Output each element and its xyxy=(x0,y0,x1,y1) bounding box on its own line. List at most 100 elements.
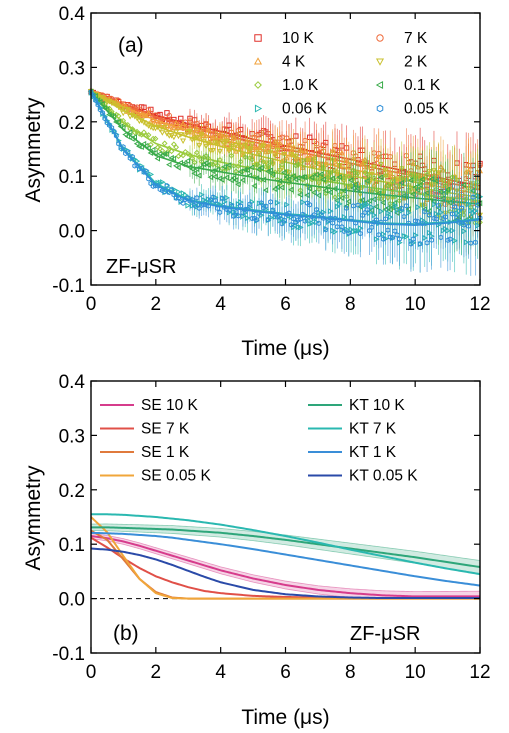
data-point xyxy=(185,202,191,209)
data-point xyxy=(288,186,294,193)
data-point xyxy=(423,189,430,196)
data-point xyxy=(380,199,386,206)
x-tick-label: 6 xyxy=(280,294,291,315)
data-point xyxy=(294,174,301,181)
data-point xyxy=(394,176,401,182)
data-point xyxy=(301,174,308,181)
data-point xyxy=(241,166,248,173)
data-point xyxy=(272,153,279,159)
y-tick-label: 0.3 xyxy=(59,426,85,447)
data-point xyxy=(212,173,218,180)
legend-marker xyxy=(254,34,262,42)
data-point xyxy=(263,203,269,209)
legend-label: SE 7 K xyxy=(141,421,190,438)
data-point xyxy=(292,176,299,183)
data-point xyxy=(435,170,442,176)
legend-label: SE 10 K xyxy=(141,397,199,414)
data-point xyxy=(231,213,237,220)
data-point xyxy=(214,140,221,146)
panel-a-annotation: ZF-μSR xyxy=(106,256,176,278)
data-point xyxy=(205,161,211,169)
data-point xyxy=(285,142,293,148)
data-point xyxy=(426,212,432,218)
data-point xyxy=(401,213,407,220)
data-point xyxy=(166,161,172,168)
data-point xyxy=(145,132,152,138)
data-point xyxy=(212,197,218,204)
data-point xyxy=(147,141,154,148)
data-point xyxy=(161,150,167,157)
legend-label: KT 7 K xyxy=(349,421,397,438)
data-point xyxy=(329,175,335,182)
data-point xyxy=(164,110,170,116)
legend-marker xyxy=(376,104,384,113)
data-point xyxy=(347,177,354,184)
data-point xyxy=(202,159,209,167)
data-point xyxy=(180,152,186,159)
data-point xyxy=(175,164,181,171)
data-point xyxy=(261,204,267,211)
data-point xyxy=(215,205,220,212)
data-point xyxy=(255,166,262,173)
data-point xyxy=(343,157,350,164)
data-point xyxy=(346,230,352,236)
legend-label: KT 10 K xyxy=(349,397,405,414)
data-point xyxy=(203,143,210,150)
data-point xyxy=(281,152,288,158)
data-point xyxy=(375,153,382,160)
x-tick-label: 10 xyxy=(405,662,426,683)
data-point xyxy=(118,145,124,152)
data-point xyxy=(145,109,152,116)
data-point xyxy=(168,148,175,155)
panel-a-plot-area xyxy=(87,87,484,276)
data-point xyxy=(454,214,460,221)
data-point xyxy=(154,155,161,162)
data-point xyxy=(251,182,257,189)
data-point xyxy=(184,157,190,164)
data-point xyxy=(127,155,133,161)
legend-label: SE 0.05 K xyxy=(141,468,211,485)
data-point xyxy=(383,216,389,222)
data-point xyxy=(192,202,197,209)
data-point xyxy=(339,224,345,230)
data-point xyxy=(233,208,239,215)
legend-label: KT 1 K xyxy=(349,444,397,461)
x-tick-label: 4 xyxy=(215,662,226,683)
data-point xyxy=(336,174,342,181)
data-point xyxy=(380,236,386,242)
y-tick-label: 0.2 xyxy=(59,481,85,502)
legend-label: 4 K xyxy=(282,54,306,71)
x-tick-label: 8 xyxy=(345,294,356,315)
data-point xyxy=(332,215,338,222)
data-point xyxy=(239,177,246,184)
panel-b-plot-area xyxy=(90,513,481,600)
data-point xyxy=(235,140,242,147)
legend-label: 0.05 K xyxy=(404,101,449,118)
data-point xyxy=(460,182,467,189)
data-point xyxy=(341,228,347,235)
y-tick-label: 0.1 xyxy=(59,167,85,188)
data-point xyxy=(180,138,187,145)
panel-b-xlabel: Time (μs) xyxy=(241,706,329,729)
data-point xyxy=(407,177,414,184)
data-point xyxy=(330,220,336,226)
data-point xyxy=(449,211,455,217)
x-tick-label: 12 xyxy=(469,294,490,315)
y-tick-label: 0.3 xyxy=(59,58,85,79)
legend-label: 7 K xyxy=(404,30,428,47)
data-point xyxy=(297,191,303,198)
data-point xyxy=(268,199,273,205)
data-point xyxy=(235,213,241,219)
data-point xyxy=(160,179,166,186)
data-point xyxy=(122,131,128,138)
data-point xyxy=(247,201,253,207)
y-tick-label: -0.1 xyxy=(52,276,85,297)
data-point xyxy=(226,207,232,214)
data-point xyxy=(452,204,458,210)
fit-line xyxy=(90,91,481,226)
legend-marker xyxy=(254,81,262,89)
data-point xyxy=(377,174,384,181)
data-point xyxy=(397,236,402,242)
y-tick-label: 0.4 xyxy=(59,4,86,25)
legend-marker xyxy=(254,104,263,113)
